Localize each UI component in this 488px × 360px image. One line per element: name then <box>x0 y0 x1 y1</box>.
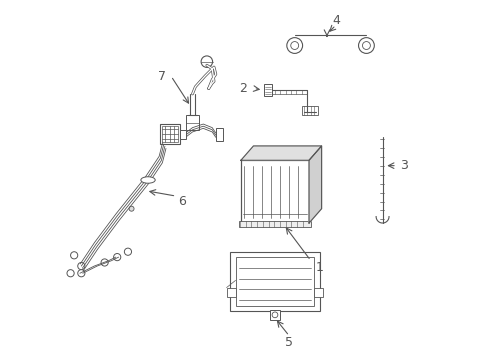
Bar <box>235 257 314 306</box>
Bar <box>314 288 323 297</box>
Circle shape <box>129 206 134 211</box>
Bar <box>269 310 280 320</box>
Circle shape <box>286 38 302 53</box>
Circle shape <box>286 149 295 157</box>
Circle shape <box>101 259 108 266</box>
Circle shape <box>113 253 121 261</box>
Bar <box>162 126 178 142</box>
Text: 3: 3 <box>399 159 407 172</box>
Bar <box>160 125 180 144</box>
Bar <box>241 160 308 223</box>
Polygon shape <box>241 146 321 160</box>
Circle shape <box>124 248 131 255</box>
Polygon shape <box>308 146 321 223</box>
Circle shape <box>67 270 74 277</box>
Circle shape <box>290 41 298 49</box>
Text: 5: 5 <box>285 336 293 348</box>
Circle shape <box>250 149 259 157</box>
Ellipse shape <box>141 177 155 183</box>
Bar <box>241 160 308 223</box>
Bar <box>230 252 319 311</box>
Text: 2: 2 <box>238 82 246 95</box>
Text: 4: 4 <box>331 14 339 27</box>
Bar <box>264 84 271 96</box>
Circle shape <box>201 56 212 67</box>
Circle shape <box>270 150 275 156</box>
Circle shape <box>271 312 277 318</box>
Bar <box>301 107 317 116</box>
Bar <box>239 221 310 227</box>
Circle shape <box>143 177 148 183</box>
Bar <box>226 288 235 297</box>
Text: 6: 6 <box>178 195 185 208</box>
Text: 7: 7 <box>158 69 166 82</box>
Circle shape <box>70 252 78 259</box>
Circle shape <box>78 262 85 270</box>
Text: 1: 1 <box>315 261 323 274</box>
Circle shape <box>362 41 369 49</box>
Bar <box>215 128 223 140</box>
Bar <box>180 130 186 139</box>
Circle shape <box>78 270 85 277</box>
Bar <box>185 116 199 130</box>
Circle shape <box>358 38 373 53</box>
